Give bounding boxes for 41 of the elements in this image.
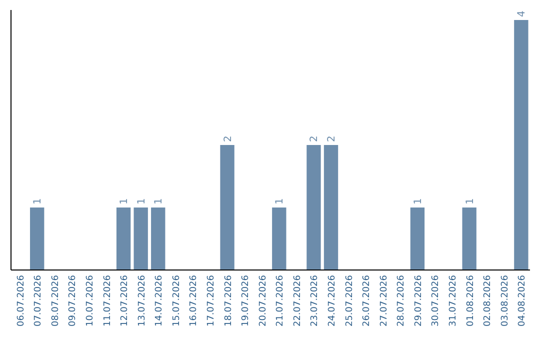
- x-tick-label: 09.07.2026: [68, 274, 78, 327]
- x-tick-label: 28.07.2026: [396, 274, 407, 327]
- x-tick-label: 26.07.2026: [362, 274, 372, 327]
- data-label: 4: [516, 10, 528, 17]
- x-tick-label: 18.07.2026: [224, 274, 234, 327]
- data-label: 1: [464, 198, 476, 204]
- data-label: 2: [326, 136, 338, 142]
- x-tick-label: 24.07.2026: [328, 274, 338, 327]
- data-label: 1: [412, 198, 424, 204]
- x-tick-label: 14.07.2026: [154, 274, 165, 327]
- x-tick-label: 22.07.2026: [292, 274, 303, 327]
- x-tick-label: 03.08.2026: [500, 274, 510, 327]
- x-tick-label: 25.07.2026: [344, 274, 355, 327]
- x-tick-label: 30.07.2026: [431, 274, 442, 327]
- x-tick-label: 11.07.2026: [102, 274, 113, 327]
- x-tick-label: 10.07.2026: [85, 274, 96, 327]
- x-tick-label: 08.07.2026: [50, 274, 61, 327]
- data-label: 1: [274, 198, 286, 204]
- data-label: 1: [136, 198, 148, 204]
- x-tick-label: 17.07.2026: [206, 274, 216, 327]
- x-tick-label: 06.07.2026: [16, 274, 26, 327]
- data-label: 1: [32, 198, 44, 204]
- x-tick-label: 31.07.2026: [448, 274, 459, 327]
- x-tick-label: 12.07.2026: [120, 274, 130, 327]
- x-tick-label: 27.07.2026: [379, 274, 390, 327]
- x-tick-label: 19.07.2026: [241, 274, 252, 327]
- x-tick-label: 23.07.2026: [310, 274, 320, 327]
- x-tick-label: 01.08.2026: [466, 274, 476, 327]
- x-tick-label: 04.08.2026: [518, 274, 528, 327]
- x-tick-label: 07.07.2026: [34, 274, 44, 327]
- x-tick-label: 16.07.2026: [189, 274, 200, 327]
- x-tick-label: 02.08.2026: [483, 274, 494, 327]
- x-tick-label: 29.07.2026: [414, 274, 424, 327]
- x-tick-label: 15.07.2026: [172, 274, 182, 327]
- data-label: 2: [222, 136, 234, 142]
- x-tick-label: 21.07.2026: [276, 274, 286, 327]
- x-tick-label: 13.07.2026: [137, 274, 148, 327]
- data-label: 2: [309, 136, 320, 142]
- data-label: 1: [154, 198, 165, 204]
- data-label: 1: [119, 198, 130, 204]
- x-tick-label: 20.07.2026: [258, 274, 268, 327]
